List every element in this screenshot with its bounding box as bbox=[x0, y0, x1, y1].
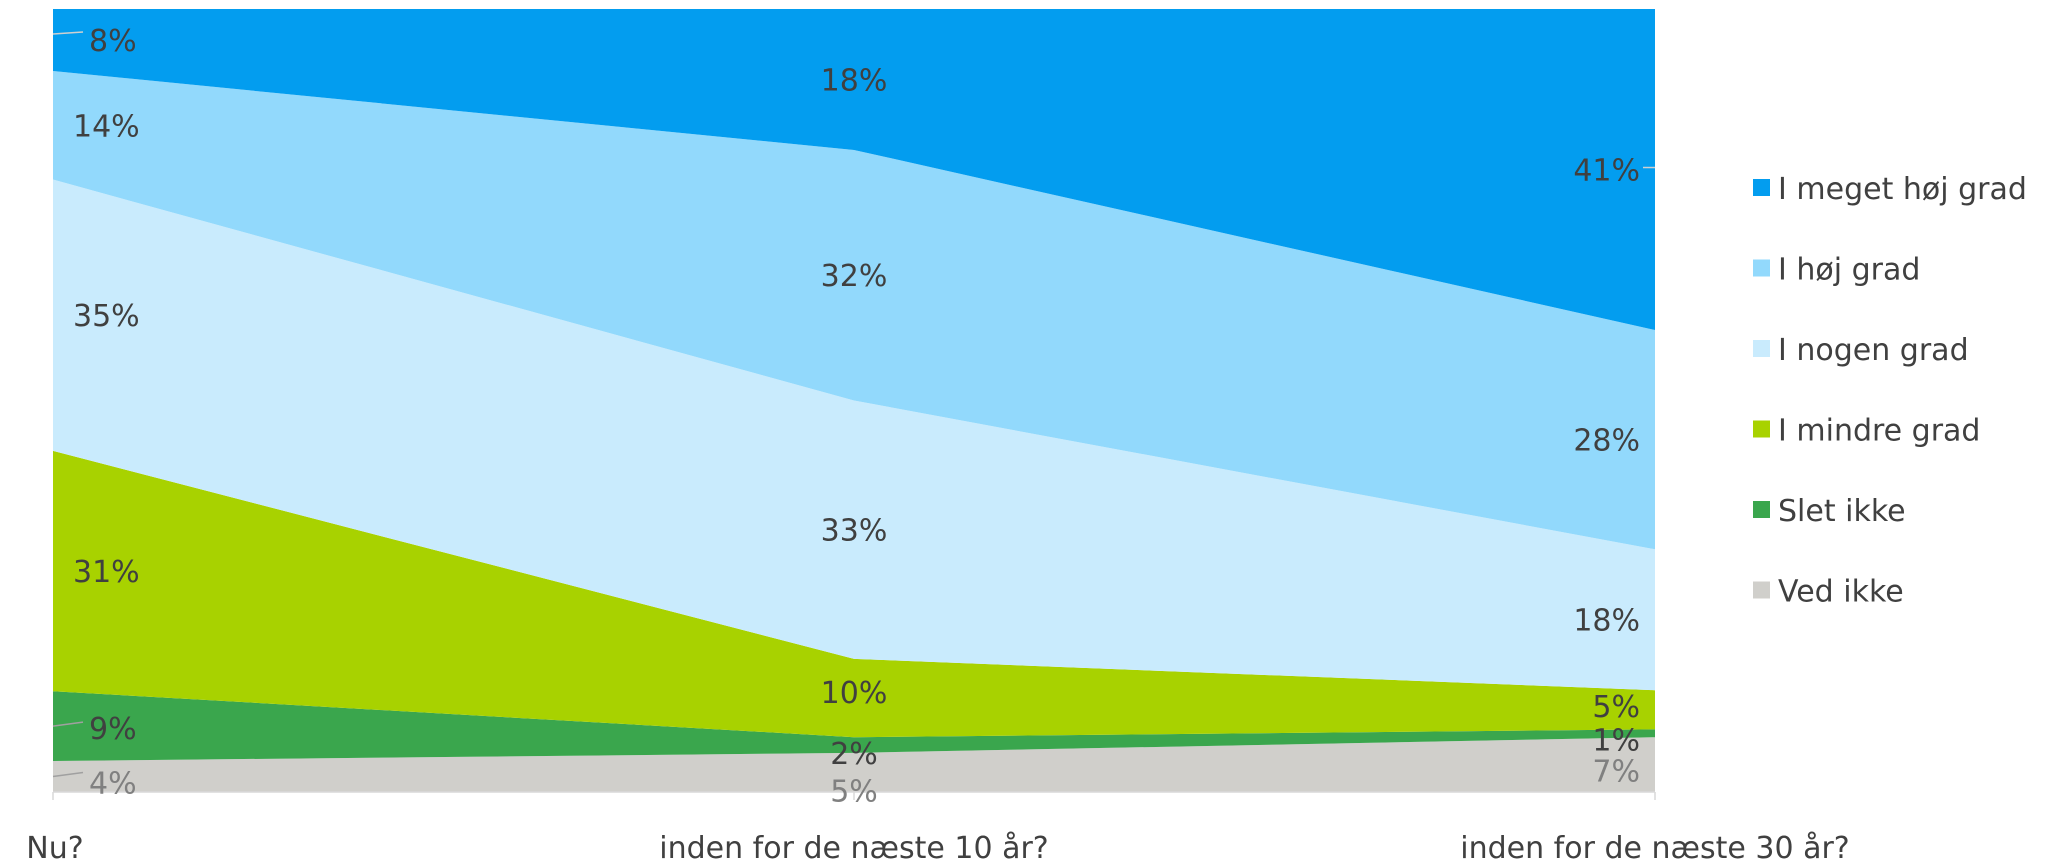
area-i-mindre-grad bbox=[53, 450, 1655, 738]
data-label-i-meget-høj-grad: 8% bbox=[89, 24, 137, 59]
category-labels: Nu? inden for de næste 10 år? inden for de… bbox=[26, 831, 1849, 863]
area-i-høj-grad bbox=[53, 71, 1655, 550]
data-label-slet-ikke: 9% bbox=[89, 712, 137, 747]
data-label-ved-ikke: 5% bbox=[830, 774, 878, 809]
legend-swatch-ved-ikke bbox=[1753, 581, 1770, 599]
category-label: inden for de næste 10 år? bbox=[659, 831, 1048, 863]
legend-swatch-i-høj-grad bbox=[1753, 259, 1770, 277]
data-label-i-nogen-grad: 33% bbox=[821, 514, 888, 549]
leader-line-ved-ikke bbox=[52, 771, 84, 778]
area-i-nogen-grad bbox=[53, 179, 1655, 691]
data-label-i-høj-grad: 32% bbox=[821, 259, 888, 294]
legend-label-slet-ikke: Slet ikke bbox=[1778, 494, 1906, 529]
legend-label-ved-ikke: Ved ikke bbox=[1778, 575, 1904, 610]
data-label-i-nogen-grad: 35% bbox=[73, 299, 140, 334]
category-label: Nu? bbox=[26, 831, 83, 863]
legend-swatch-i-nogen-grad bbox=[1753, 340, 1770, 357]
leader-line-slet-ikke bbox=[52, 721, 84, 727]
data-label-i-mindre-grad: 5% bbox=[1592, 690, 1640, 725]
data-label-i-mindre-grad: 31% bbox=[73, 555, 140, 590]
legend-label-i-nogen-grad: I nogen grad bbox=[1778, 333, 1969, 368]
legend: I meget høj grad I høj grad I nogen grad I … bbox=[1753, 172, 2027, 610]
area-i-meget-høj-grad bbox=[53, 9, 1655, 331]
data-label-i-mindre-grad: 10% bbox=[821, 676, 888, 711]
area-slet-ikke bbox=[53, 691, 1655, 761]
data-label-slet-ikke: 2% bbox=[830, 737, 878, 772]
legend-swatch-slet-ikke bbox=[1753, 501, 1770, 518]
data-label-ved-ikke: 7% bbox=[1592, 755, 1640, 790]
data-label-i-høj-grad: 28% bbox=[1573, 424, 1640, 459]
legend-label-i-høj-grad: I høj grad bbox=[1778, 253, 1920, 288]
data-label-i-meget-høj-grad: 41% bbox=[1573, 154, 1640, 189]
legend-label-i-meget-høj-grad: I meget høj grad bbox=[1778, 172, 2027, 207]
category-label: inden for de næste 30 år? bbox=[1460, 831, 1849, 863]
area-ved-ikke bbox=[53, 737, 1655, 792]
legend-swatch-i-meget-høj-grad bbox=[1753, 179, 1770, 196]
data-label-ved-ikke: 4% bbox=[89, 766, 137, 801]
legend-label-i-mindre-grad: I mindre grad bbox=[1778, 414, 1980, 449]
data-label-i-høj-grad: 14% bbox=[73, 109, 140, 144]
legend-swatch-i-mindre-grad bbox=[1753, 420, 1770, 438]
chart-areas bbox=[53, 9, 1655, 792]
x-axis bbox=[52, 791, 1656, 800]
data-label-i-nogen-grad: 18% bbox=[1573, 604, 1640, 639]
data-labels: 4% 5% 7% 9% 2% 1% 31% 10% 5% 35% 33% 18% 14% 32% 28% 8%… bbox=[52, 24, 1655, 809]
leader-line-i-meget-høj-grad bbox=[52, 31, 84, 35]
data-label-i-meget-høj-grad: 18% bbox=[821, 63, 888, 98]
data-label-slet-ikke: 1% bbox=[1592, 723, 1640, 758]
